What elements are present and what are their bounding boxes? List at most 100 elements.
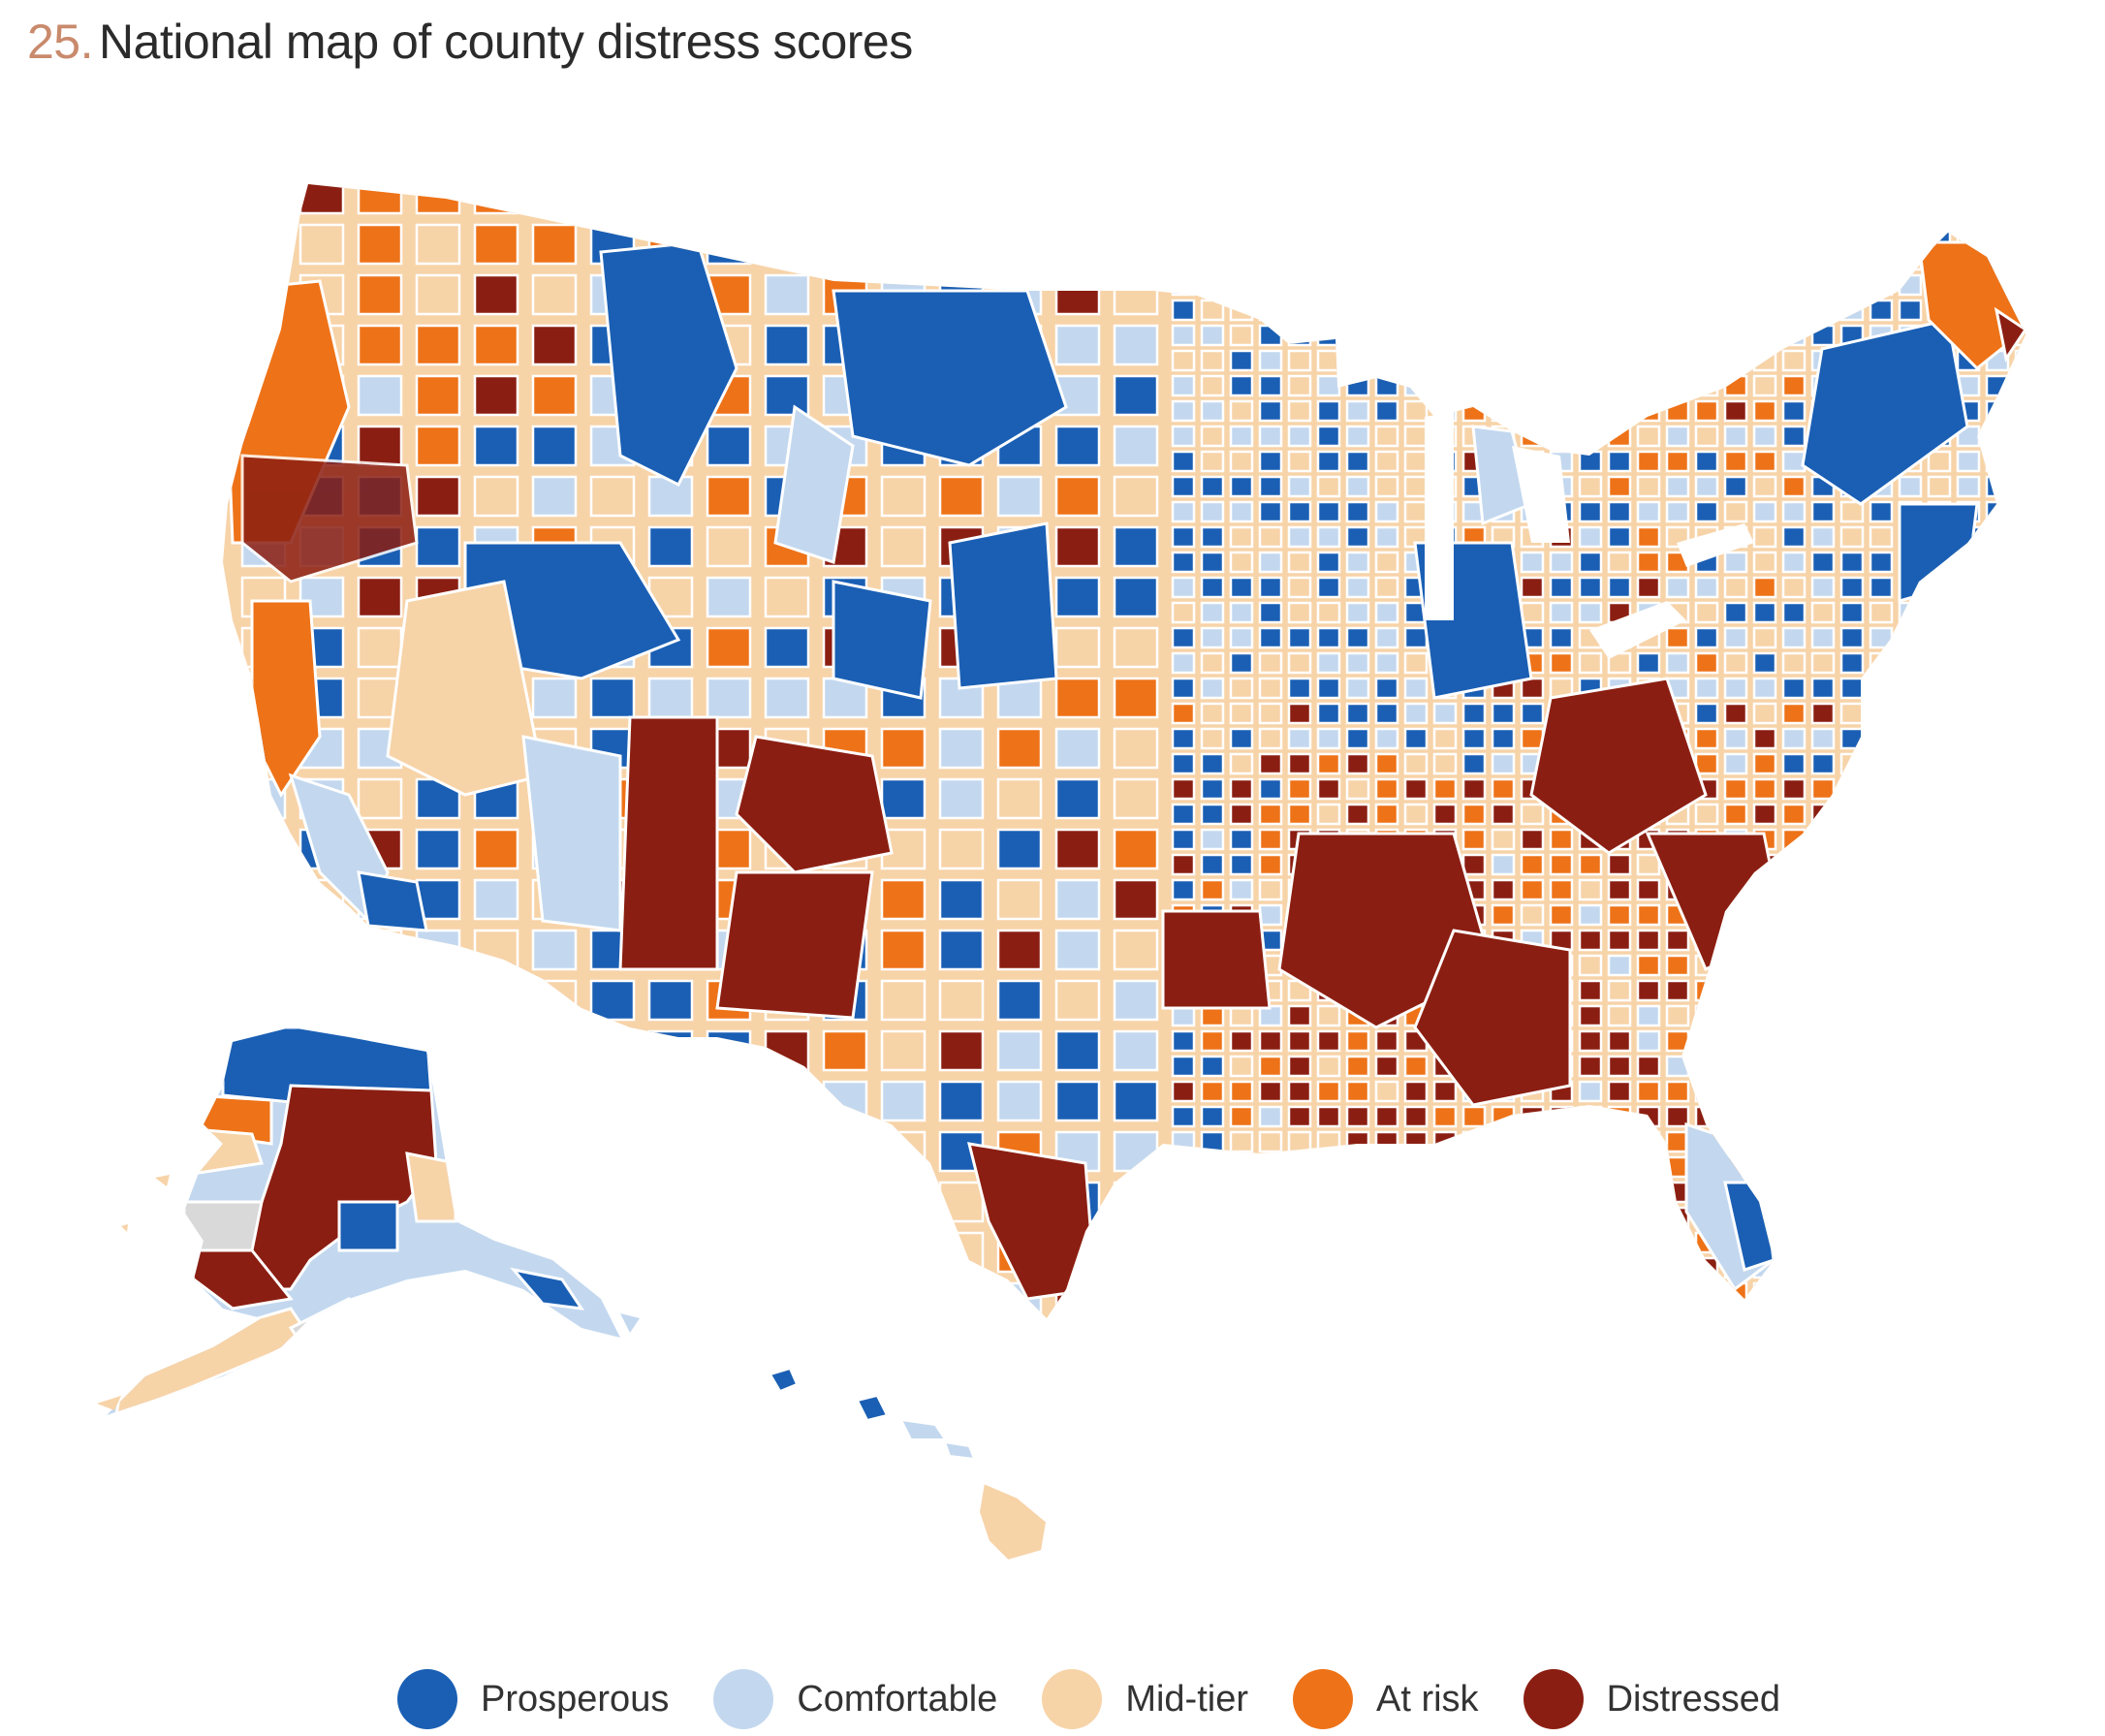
county-tile (1491, 273, 1516, 297)
county-tile (938, 475, 985, 518)
county-tile (1636, 425, 1661, 448)
county-tile (1898, 1029, 1923, 1053)
county-tile (1956, 1256, 1981, 1279)
county-tile (1345, 1307, 1370, 1318)
county-tile (938, 828, 985, 870)
county-tile (1665, 576, 1690, 599)
county-tile (1665, 1281, 1690, 1305)
county-tile (1200, 374, 1225, 397)
county-tile (1752, 349, 1777, 372)
county-tile (1607, 223, 1632, 246)
county-tile (1549, 1206, 1574, 1229)
county-tile (1810, 184, 1836, 196)
county-tile (589, 184, 636, 215)
county-tile (1636, 1004, 1661, 1027)
county-tile (1781, 1181, 1807, 1204)
county-tile (1287, 475, 1312, 498)
county-tile (880, 878, 927, 921)
county-tile (1374, 651, 1399, 675)
county-tile (240, 878, 287, 921)
county-tile (2014, 1281, 2026, 1305)
county-tile (1956, 1080, 1981, 1103)
county-tile (415, 184, 461, 215)
county-tile (1636, 1130, 1661, 1153)
county-tile (1665, 500, 1690, 523)
county-tile (1956, 1155, 1981, 1179)
county-tile (647, 475, 694, 518)
county-tile (822, 223, 868, 266)
county-tile (1725, 1334, 1746, 1353)
county-tile (1810, 651, 1836, 675)
county-tile (1869, 803, 1894, 826)
county-tile (1491, 1105, 1516, 1128)
county-tile (1345, 273, 1370, 297)
county-tile (2014, 752, 2026, 775)
county-tile (1869, 727, 1894, 750)
county-tile (706, 1130, 752, 1173)
county-tile (1403, 1055, 1429, 1078)
county-tile (1491, 374, 1516, 397)
county-tile (1694, 349, 1719, 372)
county-tile (1403, 1231, 1429, 1254)
county-tile (1839, 525, 1865, 549)
county-tile (1316, 1281, 1341, 1305)
county-tile (1607, 1130, 1632, 1153)
county-tile (1869, 184, 1894, 196)
county-tile (1752, 651, 1777, 675)
county-tile (1869, 979, 1894, 1002)
county-tile (1549, 1181, 1574, 1204)
county-tile (298, 929, 345, 971)
county-tile (1113, 929, 1159, 971)
county-tile (1403, 450, 1429, 473)
county-tile (2014, 299, 2026, 322)
county-tile (1229, 248, 1254, 271)
county-tile (1839, 727, 1865, 750)
county-tile (1578, 878, 1603, 901)
county-tile (1985, 777, 2010, 801)
county-tile (1781, 273, 1807, 297)
county-tile (1810, 324, 1836, 347)
county-tile (1520, 828, 1545, 851)
legend-item-distressed: Distressed (1523, 1669, 1780, 1729)
county-tile (1403, 500, 1429, 523)
county-tile (240, 223, 287, 266)
county-tile (1054, 626, 1101, 669)
county-tile (1403, 1080, 1429, 1103)
county-tile (1578, 954, 1603, 977)
county-tile (1985, 752, 2010, 775)
county-tile (298, 223, 345, 266)
county-tile (1956, 1105, 1981, 1128)
county-tile (706, 626, 752, 669)
county-tile (1549, 248, 1574, 271)
county-tile (1316, 1029, 1341, 1053)
county-tile (1054, 525, 1101, 568)
county-tile (1636, 1231, 1661, 1254)
county-tile (1171, 425, 1196, 448)
county-tile (1200, 1080, 1225, 1103)
county-tile (1578, 551, 1603, 574)
county-tile (1258, 601, 1283, 624)
county-tile (1898, 777, 1923, 801)
county-tile (1200, 601, 1225, 624)
county-tile (647, 525, 694, 568)
county-tile (1898, 475, 1923, 498)
county-tile (357, 374, 403, 417)
county-tile (1869, 626, 1894, 649)
county-tile (1665, 1004, 1690, 1027)
county-tile (531, 979, 578, 1022)
county-tile (531, 374, 578, 417)
county-tile (1403, 626, 1429, 649)
county-tile (2014, 525, 2026, 549)
county-tile (1607, 1281, 1632, 1305)
county-tile (1491, 1307, 1516, 1318)
county-tile (1200, 576, 1225, 599)
county-tile (1287, 374, 1312, 397)
legend-swatch-distressed (1523, 1669, 1584, 1729)
county-tile (1520, 1281, 1545, 1305)
county-tile (1316, 184, 1341, 196)
county-tile (1985, 1281, 2010, 1305)
county-tile (1898, 1206, 1923, 1229)
county-tile (2014, 803, 2026, 826)
county-tile (1810, 1029, 1836, 1053)
county-tile (1781, 450, 1807, 473)
